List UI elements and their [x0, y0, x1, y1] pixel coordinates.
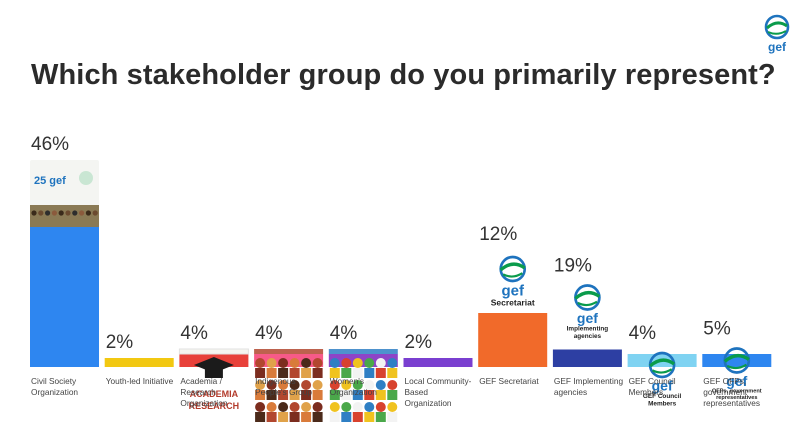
gef-swoosh-icon [502, 272, 523, 278]
value-label: 19% [554, 256, 592, 277]
partner-logo-icon [79, 171, 93, 185]
image-tile: ACADEMIA RESEARCH [178, 348, 249, 411]
gef-wordmark: gef [652, 377, 673, 393]
category-label: Academia / Research Organization [180, 376, 228, 408]
tile-caption: GEF Council [643, 393, 682, 400]
gef-swoosh-icon [652, 368, 673, 374]
bar-youth-led-initiative [104, 358, 174, 367]
group-photo [254, 349, 324, 354]
bar-gef-ofps-government-representatives [702, 354, 772, 367]
value-label: 4% [629, 323, 657, 344]
category-label: Indigenous People's Group [255, 376, 313, 397]
value-label: 46% [31, 134, 69, 155]
category-label: GEF Council Members [628, 376, 676, 397]
gef-swoosh-icon [648, 358, 676, 368]
tile-caption: OFPs, government [712, 389, 762, 395]
tile-caption: RESEARCH [189, 401, 240, 411]
value-label: 4% [330, 323, 358, 344]
chart-title: Which stakeholder group do you primarily… [31, 59, 776, 91]
tile-caption: Members [648, 401, 677, 408]
bar-fill [104, 358, 174, 367]
value-label: 2% [405, 332, 433, 353]
value-label: 12% [479, 224, 517, 245]
tile-caption: 25 gef [34, 175, 66, 187]
value-label: 5% [703, 319, 731, 340]
bar-fill [552, 349, 622, 367]
category-label: GEF Secretariat [479, 376, 539, 386]
bar-gef-secretariat [478, 313, 548, 367]
bar-fill [30, 227, 99, 367]
image-tile: 25 gef [30, 160, 99, 227]
bar-fill [702, 354, 772, 367]
value-label: 4% [180, 323, 208, 344]
tile-caption: ACADEMIA [190, 389, 239, 399]
value-label: 2% [106, 332, 134, 353]
value-label: 4% [255, 323, 283, 344]
tile-caption: representatives [716, 395, 757, 401]
category-label: Civil Society Organization [31, 376, 79, 397]
gef-swoosh-icon [577, 300, 598, 307]
gef-wordmark: gef [577, 310, 598, 326]
bar-gef-implementing-agencies [552, 349, 622, 367]
group-photo [328, 349, 398, 354]
tile-caption: Implementing [567, 325, 609, 332]
gef-swoosh-icon [723, 354, 750, 363]
category-label: Local Community-Based Organization [404, 376, 472, 408]
category-label: Youth-led Initiative [105, 376, 174, 386]
gef-logo: gef [764, 14, 790, 54]
bar-fill [478, 313, 548, 367]
category-label: GEF OFPs, government representatives [703, 376, 761, 408]
logo-text: gef [768, 40, 787, 54]
gef-wordmark: gef [501, 282, 525, 299]
category-label: GEF Implementing agencies [553, 376, 624, 397]
graduation-cap-icon [193, 357, 234, 373]
gef-wordmark: gef [726, 373, 747, 389]
tile-caption: agencies [574, 333, 602, 340]
gef-swoosh-icon [499, 262, 526, 272]
bar-civil-society-organization [30, 227, 99, 367]
image-tile [328, 349, 398, 422]
category-label: Women's Organization [329, 376, 377, 397]
group-photo [30, 205, 99, 227]
gef-swoosh-icon [726, 363, 747, 370]
bar-local-community-based-organization [403, 358, 473, 367]
image-tile [254, 349, 324, 422]
gef-swoosh-icon [574, 291, 601, 300]
bar-fill [403, 358, 473, 367]
tile-caption: Secretariat [491, 297, 535, 307]
